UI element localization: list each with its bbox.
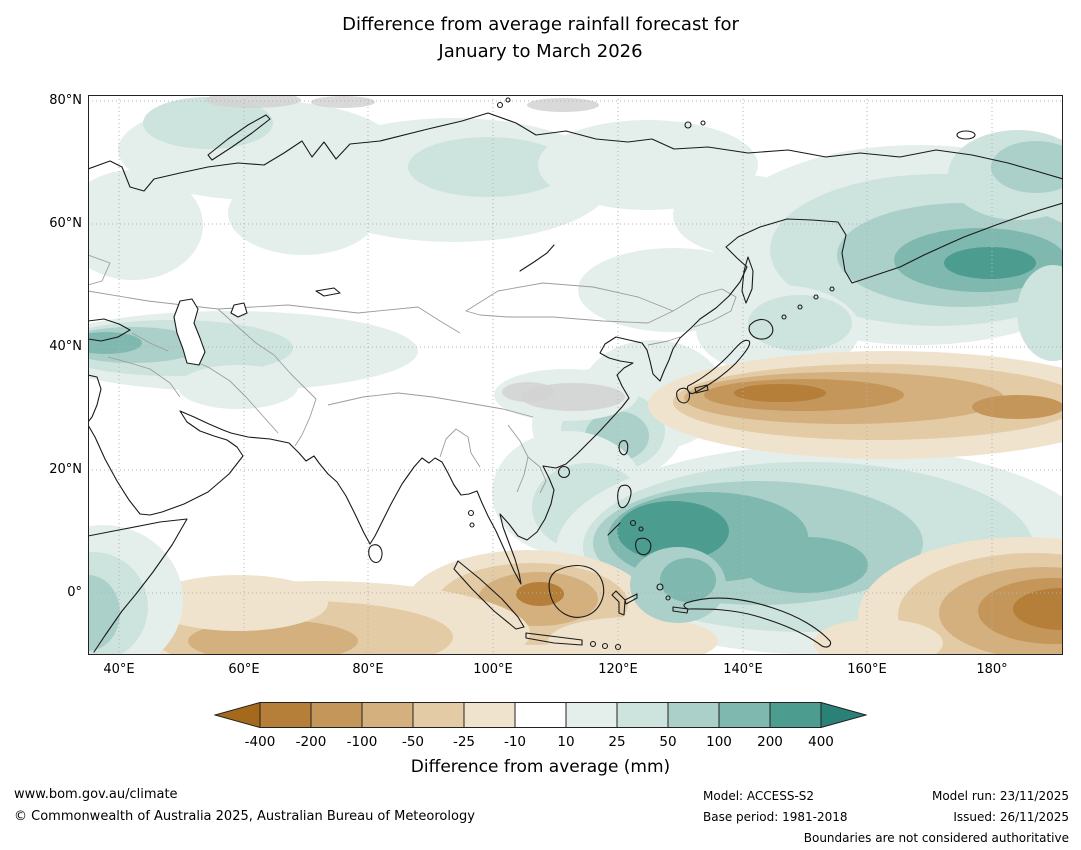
colorbar-scale <box>213 701 868 729</box>
colorbar-tick-label: -25 <box>452 734 476 750</box>
footer-disclaimer: Boundaries are not considered authoritat… <box>803 831 1069 845</box>
footer-website: www.bom.gov.au/climate <box>14 787 178 802</box>
lat-label-20n: 20°N <box>49 462 82 477</box>
colorbar-tick-label: 100 <box>706 734 732 750</box>
colorbar-tick-label: 50 <box>659 734 677 750</box>
colorbar-tick-label: -100 <box>346 734 378 750</box>
lon-label-140e: 140°E <box>723 662 763 677</box>
colorbar-tick-label: 25 <box>608 734 626 750</box>
colorbar-cell <box>361 702 414 728</box>
colorbar-caption: Difference from average (mm) <box>410 757 671 777</box>
colorbar-tick-label: -50 <box>401 734 425 750</box>
footer-copyright: © Commonwealth of Australia 2025, Austra… <box>14 809 475 824</box>
graticule <box>88 95 1063 655</box>
footer-model: Model: ACCESS-S2 <box>703 789 815 803</box>
nodata-regions <box>205 95 625 411</box>
colorbar-tick-label: 400 <box>808 734 834 750</box>
lon-label-40e: 40°E <box>103 662 135 677</box>
colorbar-tick-label: 10 <box>557 734 575 750</box>
colorbar <box>213 701 868 729</box>
lon-label-180: 180° <box>976 662 1008 677</box>
map-panel <box>88 95 1063 655</box>
rainfall-anomaly-map <box>88 95 1063 655</box>
colorbar-tick-label: -400 <box>244 734 276 750</box>
lon-label-60e: 60°E <box>228 662 260 677</box>
colorbar-cell <box>718 702 771 728</box>
map-frame <box>88 95 1063 655</box>
colorbar-cell <box>565 702 618 728</box>
colorbar-tick-label: 200 <box>757 734 783 750</box>
colorbar-cell <box>310 702 363 728</box>
footer-base-period: Base period: 1981-2018 <box>703 810 848 824</box>
colorbar-cell <box>667 702 720 728</box>
colorbar-tick-label: -200 <box>295 734 327 750</box>
colorbar-cell <box>769 702 822 728</box>
country-borders <box>88 254 737 494</box>
lat-label-0: 0° <box>67 585 82 600</box>
title-line-2: January to March 2026 <box>438 41 643 62</box>
colorbar-left-arrow <box>213 701 261 729</box>
lon-label-120e: 120°E <box>598 662 638 677</box>
lon-label-160e: 160°E <box>847 662 887 677</box>
footer-issued: Issued: 26/11/2025 <box>953 810 1069 824</box>
anomaly-shading <box>88 97 1063 655</box>
colorbar-right-arrow <box>820 701 868 729</box>
footer-run-info: Model run: 23/11/2025 Issued: 26/11/2025… <box>804 786 1069 849</box>
lon-label-80e: 80°E <box>352 662 384 677</box>
colorbar-cell <box>412 702 465 728</box>
footer-left: www.bom.gov.au/climate © Commonwealth of… <box>14 784 475 828</box>
lon-label-100e: 100°E <box>473 662 513 677</box>
footer-model-run: Model run: 23/11/2025 <box>931 789 1069 803</box>
coastlines <box>88 97 1063 653</box>
colorbar-cell <box>514 702 567 728</box>
colorbar-cell <box>463 702 516 728</box>
footer-model-info: Model: ACCESS-S2 Base period: 1981-2018 <box>703 786 848 828</box>
lat-label-40n: 40°N <box>49 339 82 354</box>
lat-label-80n: 80°N <box>49 93 82 108</box>
title-line-1: Difference from average rainfall forecas… <box>342 14 739 35</box>
page-title: Difference from average rainfall forecas… <box>0 11 1081 65</box>
colorbar-cell <box>616 702 669 728</box>
colorbar-cell <box>259 702 312 728</box>
lat-label-60n: 60°N <box>49 216 82 231</box>
colorbar-tick-labels: -400 -200 -100 -50 -25 -10 10 25 50 100 … <box>214 734 867 752</box>
colorbar-tick-label: -10 <box>503 734 527 750</box>
